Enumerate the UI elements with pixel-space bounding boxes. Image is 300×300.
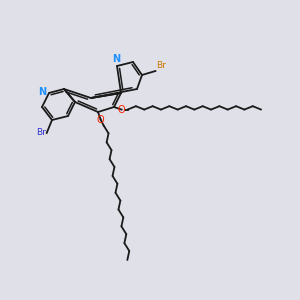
Text: O: O <box>97 115 104 124</box>
Text: N: N <box>112 54 120 64</box>
Text: N: N <box>38 87 46 97</box>
Text: Br: Br <box>36 128 46 137</box>
Text: Br: Br <box>156 61 166 70</box>
Text: O: O <box>118 105 125 115</box>
